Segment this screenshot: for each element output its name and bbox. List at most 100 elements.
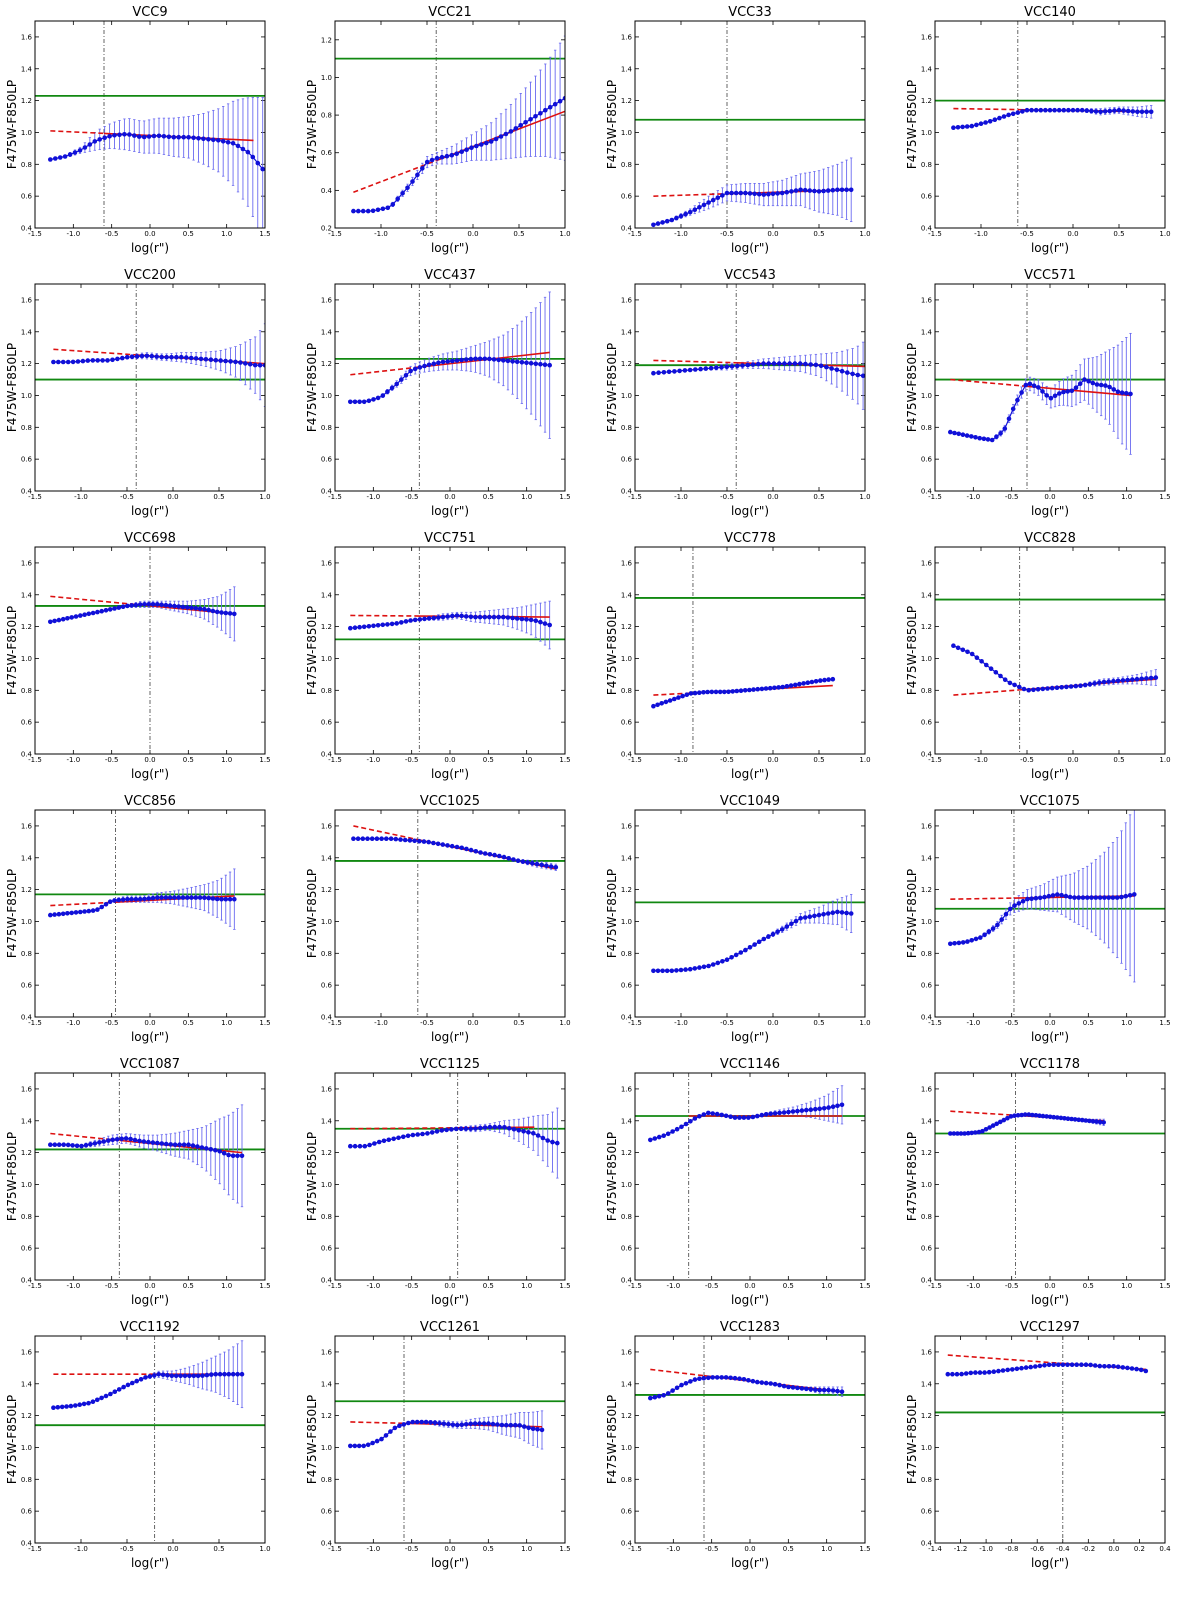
chart-title: VCC543 xyxy=(724,268,776,283)
x-axis-label: log(r") xyxy=(1031,241,1069,255)
chart-title: VCC778 xyxy=(724,531,776,546)
data-point xyxy=(477,356,483,362)
data-point xyxy=(756,939,762,945)
y-tick-label: 1.6 xyxy=(321,822,333,830)
x-tick-label: 0.0 xyxy=(167,493,178,501)
profile-points xyxy=(948,377,1133,443)
y-tick-label: 0.4 xyxy=(621,1014,633,1022)
data-point xyxy=(1068,684,1074,689)
data-point xyxy=(478,1125,483,1131)
y-tick-label: 1.4 xyxy=(921,328,933,336)
data-point xyxy=(824,364,829,370)
y-tick-label: 0.4 xyxy=(321,187,333,195)
data-point xyxy=(688,1119,693,1124)
data-point xyxy=(526,1425,531,1431)
data-point xyxy=(468,1421,473,1427)
x-tick-label: 0.5 xyxy=(183,230,194,238)
x-tick-label: 0.4 xyxy=(1159,1545,1171,1553)
data-point xyxy=(375,395,381,401)
data-point xyxy=(1022,1112,1028,1117)
plot-area xyxy=(635,547,865,754)
fit-line-extrapolated xyxy=(950,1110,1016,1117)
data-point xyxy=(715,960,721,966)
x-tick-label: 0.0 xyxy=(744,1545,755,1553)
y-tick-label: 0.6 xyxy=(621,1508,633,1516)
data-point xyxy=(482,614,488,620)
data-point xyxy=(998,431,1003,436)
data-point xyxy=(835,187,840,193)
data-point xyxy=(423,1419,429,1425)
data-point xyxy=(48,912,53,918)
data-point xyxy=(408,618,413,623)
x-axis-label: log(r") xyxy=(431,1293,469,1307)
data-point xyxy=(557,98,563,104)
data-point xyxy=(206,137,211,142)
x-tick-label: 0.5 xyxy=(1113,756,1124,764)
data-point xyxy=(1040,1113,1046,1119)
data-point xyxy=(724,190,730,196)
x-tick-label: -1.0 xyxy=(374,1019,388,1027)
data-point xyxy=(1125,677,1130,683)
data-point xyxy=(365,208,371,214)
data-point xyxy=(206,895,211,901)
data-point xyxy=(61,1142,66,1147)
data-point xyxy=(141,1139,147,1144)
x-tick-label: 0.0 xyxy=(767,493,778,501)
data-point xyxy=(515,858,521,863)
data-point xyxy=(367,1142,372,1148)
x-tick-label: 1.0 xyxy=(521,756,532,764)
data-point xyxy=(412,617,418,623)
fit-line-extrapolated xyxy=(653,359,737,364)
y-tick-label: 0.4 xyxy=(21,1277,33,1285)
x-tick-label: 0.0 xyxy=(144,1019,155,1027)
data-point xyxy=(78,613,83,618)
data-point xyxy=(813,1387,818,1392)
data-point xyxy=(501,614,506,620)
data-point xyxy=(683,967,688,972)
y-tick-label: 1.4 xyxy=(921,65,933,73)
data-point xyxy=(1029,107,1034,113)
data-point xyxy=(755,1113,760,1119)
x-tick-label: 1.0 xyxy=(1159,230,1170,238)
data-point xyxy=(1037,1363,1043,1369)
data-point xyxy=(454,358,460,363)
data-point xyxy=(502,1125,507,1130)
data-point xyxy=(706,963,711,969)
data-point xyxy=(1019,1365,1024,1371)
data-point xyxy=(779,190,785,196)
chart-panel-vcc437: VCC437 F475W-F850LP log(r") -1.5 -1.0 -0.5 0.0… xyxy=(303,263,603,531)
data-point xyxy=(1083,1362,1089,1367)
data-point xyxy=(1063,893,1069,899)
data-point xyxy=(759,1112,765,1118)
y-tick-label: 0.6 xyxy=(21,719,33,727)
data-point xyxy=(538,619,543,625)
data-point xyxy=(1110,895,1116,900)
data-point xyxy=(821,1387,827,1393)
data-point xyxy=(538,361,543,367)
x-axis-label: log(r") xyxy=(131,504,169,518)
data-point xyxy=(547,104,553,110)
x-tick-label: 1.0 xyxy=(521,1545,532,1553)
data-point xyxy=(830,1388,836,1393)
y-tick-label: 0.6 xyxy=(21,1508,33,1516)
data-point xyxy=(449,152,455,158)
y-tick-label: 1.2 xyxy=(921,97,932,105)
data-point xyxy=(86,1400,91,1406)
data-point xyxy=(524,617,529,622)
data-point xyxy=(1059,892,1064,898)
fit-line-extrapolated xyxy=(50,130,105,135)
chart-panel-vcc1087: VCC1087 F475W-F850LP log(r") -1.5 -1.0 -0.5 0.… xyxy=(3,1052,303,1320)
data-point xyxy=(130,1380,135,1386)
data-point xyxy=(802,915,808,920)
data-point xyxy=(807,914,813,919)
x-tick-label: -0.5 xyxy=(720,1019,734,1027)
x-axis-label: log(r") xyxy=(731,1030,769,1044)
data-point xyxy=(1092,1363,1098,1368)
data-point xyxy=(948,429,953,435)
data-point xyxy=(208,357,214,362)
color-profile-line xyxy=(50,1137,242,1157)
data-point xyxy=(487,356,492,362)
data-point xyxy=(213,1147,218,1153)
fit-line-extrapolated xyxy=(50,901,116,907)
